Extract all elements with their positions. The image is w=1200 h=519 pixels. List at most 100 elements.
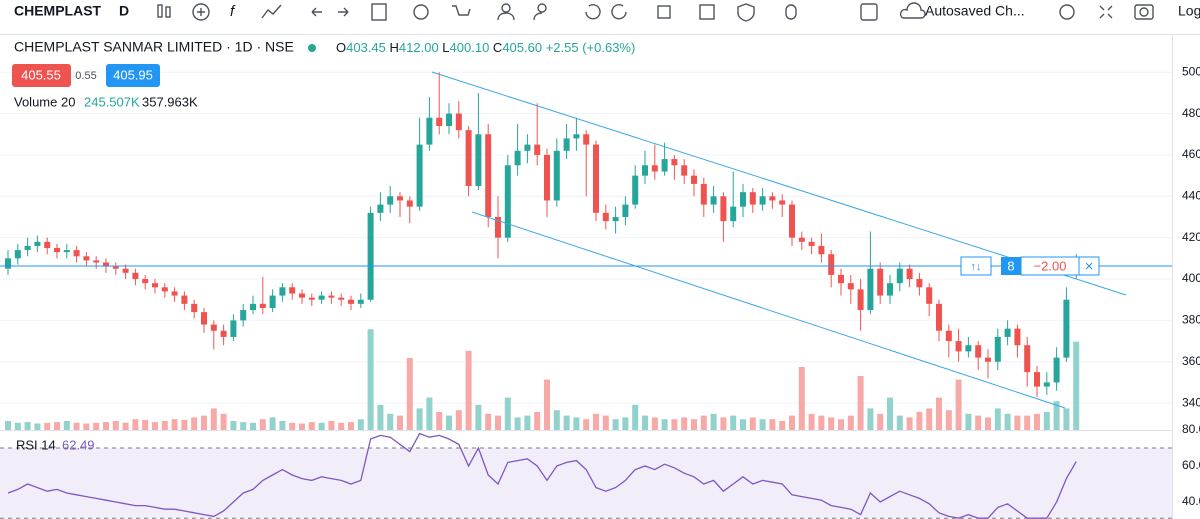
candle-body xyxy=(730,206,737,222)
volume-bar xyxy=(1043,412,1050,430)
candle-body xyxy=(1004,328,1011,337)
volume-bar xyxy=(789,415,795,430)
candle-body xyxy=(1043,382,1050,387)
candle-body xyxy=(896,268,903,284)
candle-body xyxy=(642,165,648,176)
volume-bar xyxy=(710,413,717,430)
candle-body xyxy=(250,303,256,311)
buy-button[interactable] xyxy=(106,64,160,87)
volume-bar xyxy=(357,419,364,430)
volume-bar xyxy=(446,415,452,430)
candle-body xyxy=(994,336,1001,362)
candle-body xyxy=(5,258,11,269)
candle-body xyxy=(524,144,531,151)
volume-bar xyxy=(103,422,109,430)
candle-body xyxy=(387,196,394,205)
candle-body xyxy=(289,287,296,294)
volume-bar xyxy=(1063,408,1070,430)
trade-widget[interactable]: ↑↓ 8 −2.00 × xyxy=(960,256,1100,276)
trade-close[interactable]: × xyxy=(1085,258,1094,275)
volume-bar xyxy=(475,404,482,430)
interval-button[interactable]: D xyxy=(119,3,129,19)
candle-body xyxy=(818,245,825,255)
trendline-lower xyxy=(471,211,1066,409)
rsi-band xyxy=(0,448,1172,519)
sell-button[interactable] xyxy=(12,64,71,87)
volume-bar xyxy=(563,415,570,430)
volume-bar xyxy=(161,421,168,430)
candle-body xyxy=(593,144,599,213)
volume-bar xyxy=(250,422,256,430)
ohlc-value: 412.00 xyxy=(399,40,439,55)
volume-bar xyxy=(681,417,688,430)
candle-body xyxy=(348,299,354,304)
volume-bar xyxy=(1024,415,1031,430)
price-tick-label: 480 xyxy=(1182,106,1200,120)
symbol-button[interactable]: CHEMPLAST xyxy=(14,3,102,19)
candle-body xyxy=(906,268,913,280)
volume-bar xyxy=(93,422,100,430)
candle-body xyxy=(308,297,315,300)
candle-body xyxy=(63,250,70,253)
rsi-tick-label: 40.00 xyxy=(1182,494,1200,508)
ohlc-value: 405.60 xyxy=(502,40,542,55)
price-axis xyxy=(1172,35,1200,519)
trade-arrows[interactable]: ↑↓ xyxy=(971,261,982,273)
candle-body xyxy=(122,268,129,273)
candle-body xyxy=(779,200,786,205)
volume-bar xyxy=(54,422,60,430)
candle-body xyxy=(240,310,247,321)
candle-body xyxy=(152,283,158,288)
buy-price[interactable]: 405.95 xyxy=(113,67,153,82)
candle-body xyxy=(132,272,139,280)
volume-bar xyxy=(975,415,982,430)
volume-bar xyxy=(632,404,639,430)
volume-bar xyxy=(299,423,305,430)
ohlc-label: C xyxy=(493,40,502,55)
volume-bar xyxy=(1014,415,1021,430)
candle-body xyxy=(975,345,982,358)
volume-bar xyxy=(749,417,756,430)
price-tick-label: 420 xyxy=(1182,230,1200,244)
volume-bar xyxy=(416,408,423,430)
candle-body xyxy=(651,165,658,172)
extra-button[interactable]: Logo xyxy=(1178,3,1200,19)
candle-body xyxy=(867,268,874,311)
candle-body xyxy=(1053,357,1060,383)
plot xyxy=(0,71,1172,519)
volume-bar xyxy=(700,415,707,430)
candle-body xyxy=(161,287,168,292)
candle-body xyxy=(436,117,443,126)
volume-bar xyxy=(808,413,815,430)
candle-body xyxy=(34,241,41,246)
volume-bar xyxy=(838,419,844,430)
volume-bar xyxy=(152,422,158,430)
volume-bar xyxy=(230,421,237,430)
volume-bar xyxy=(397,415,403,430)
candle-body xyxy=(808,241,815,246)
layout-button[interactable]: Autosaved Ch... xyxy=(925,3,1025,19)
candle-body xyxy=(485,134,492,217)
candle-body xyxy=(318,295,325,300)
price-tick-label: 460 xyxy=(1182,147,1200,161)
toolbar-icons[interactable]: f xyxy=(157,2,1154,22)
price-tick-label: 360 xyxy=(1182,354,1200,368)
candle-body xyxy=(661,159,668,172)
candle-body xyxy=(710,196,717,205)
volume-bar xyxy=(406,358,413,430)
candle-body xyxy=(691,175,697,184)
candle-body xyxy=(446,113,452,126)
volume-bar xyxy=(798,367,805,430)
candle-body xyxy=(612,216,619,222)
volume-bar xyxy=(730,415,737,430)
candle-body xyxy=(220,330,227,337)
candle-body xyxy=(24,245,31,251)
volume-bar xyxy=(142,419,149,430)
sell-price[interactable]: 405.55 xyxy=(21,67,61,82)
candle-body xyxy=(544,154,550,201)
candle-body xyxy=(171,291,178,296)
candle-body xyxy=(877,268,884,296)
candle-body xyxy=(475,134,482,186)
